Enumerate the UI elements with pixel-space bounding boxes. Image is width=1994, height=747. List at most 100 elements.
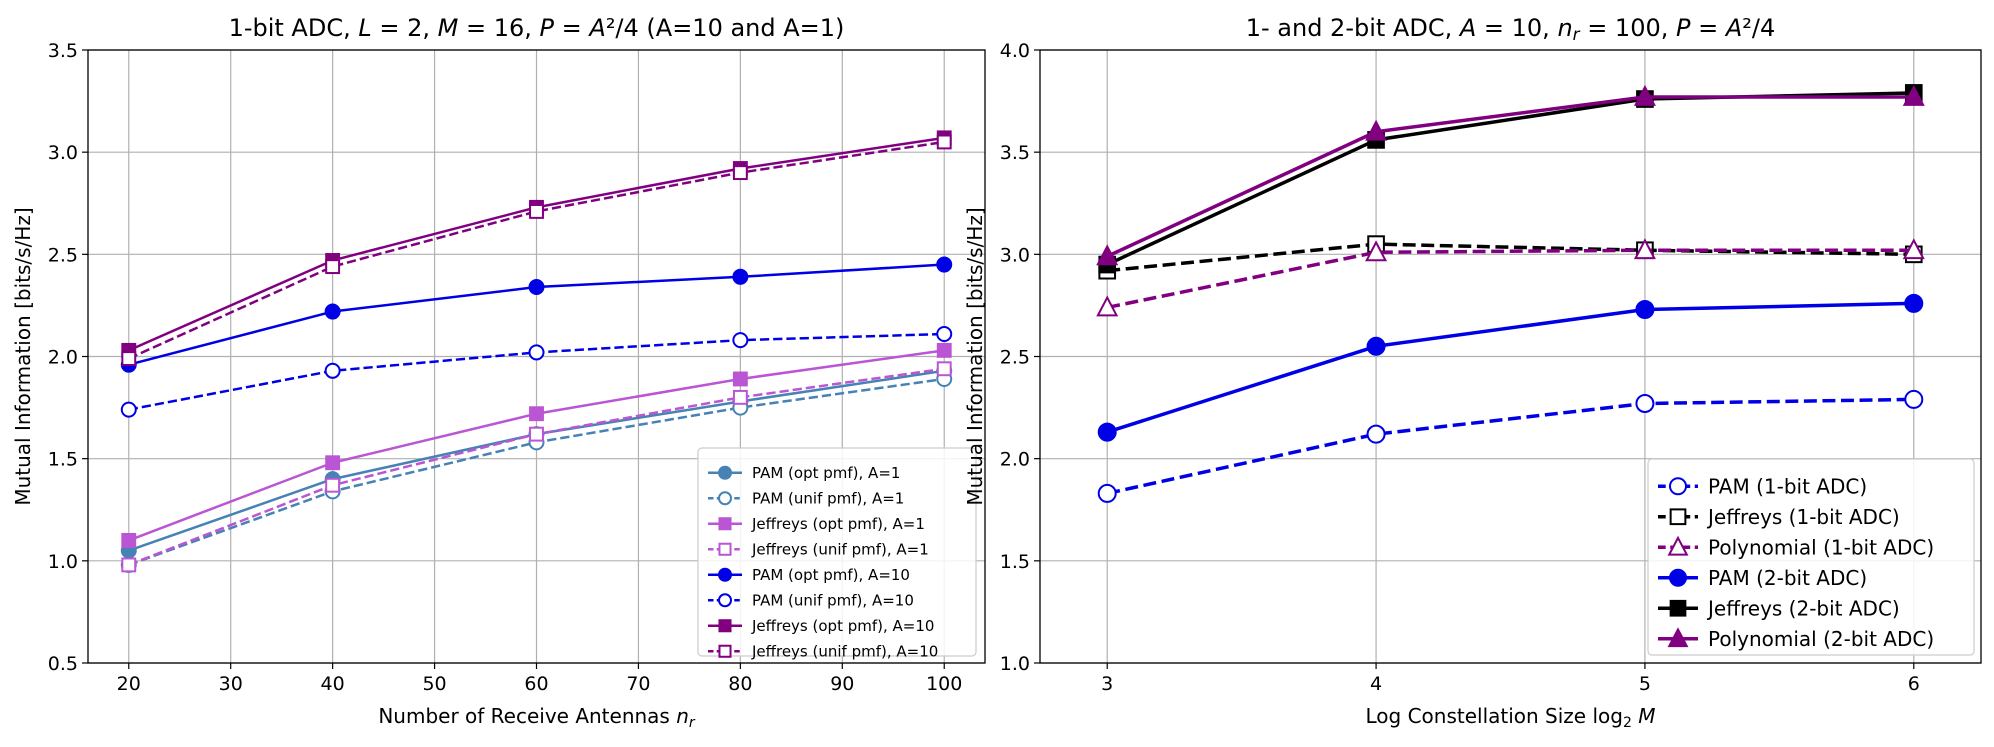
series-3 xyxy=(1096,238,1925,317)
legend-label: PAM (2-bit ADC) xyxy=(1708,566,1867,590)
data-point xyxy=(1902,238,1925,260)
legend-label: Polynomial (1-bit ADC) xyxy=(1708,535,1934,559)
chart-title: 1-bit ADC, L = 2, M = 16, P = A²/4 (A=10… xyxy=(229,14,845,42)
legend-label: Polynomial (2-bit ADC) xyxy=(1708,627,1934,651)
series-2 xyxy=(1098,235,1923,280)
x-tick-label: 6 xyxy=(1908,673,1920,695)
legend-label: Jeffreys (unif pmf), A=10 xyxy=(751,642,938,660)
data-point xyxy=(528,279,545,296)
legend-marker xyxy=(1669,508,1687,526)
series-line xyxy=(1106,397,1914,496)
data-point xyxy=(1365,240,1388,262)
legend-label: Jeffreys (opt pmf), A=10 xyxy=(751,617,934,635)
data-point xyxy=(121,557,137,573)
legend: PAM (1-bit ADC) Jeffreys (1-bit ADC) Polyn… xyxy=(1647,458,1975,656)
legend-marker xyxy=(1667,535,1689,556)
y-tick-label: 3.0 xyxy=(48,142,78,164)
legend-label: PAM (unif pmf), A=1 xyxy=(752,489,904,507)
data-point xyxy=(528,344,545,361)
y-tick-label: 2.0 xyxy=(1000,449,1030,471)
data-point xyxy=(529,426,544,442)
data-point xyxy=(121,351,137,366)
data-point xyxy=(1365,119,1388,141)
data-point xyxy=(529,406,544,422)
data-point xyxy=(324,303,341,320)
data-point xyxy=(121,532,137,548)
series-4 xyxy=(1097,293,1924,442)
y-tick-label: 1.0 xyxy=(48,551,78,573)
series-4 xyxy=(121,361,952,573)
legend-marker xyxy=(1669,568,1687,587)
x-tick-label: 40 xyxy=(321,673,345,695)
series-6 xyxy=(1096,84,1925,266)
x-tick-label: 70 xyxy=(626,673,650,695)
data-point xyxy=(936,256,953,273)
legend-marker xyxy=(718,619,732,633)
y-tick-label: 1.0 xyxy=(1000,653,1030,675)
chart-1: 20 30 40 50 60 70 80 90 100 0.5 1.0 1.5 2.0 2.5 3.0 3.5… xyxy=(11,14,986,731)
data-point xyxy=(1096,244,1119,266)
data-point xyxy=(120,401,137,418)
x-tick-label: 50 xyxy=(422,673,446,695)
legend-label: Jeffreys (opt pmf), A=1 xyxy=(751,515,925,533)
y-tick-label: 3.0 xyxy=(1000,244,1030,266)
series-line xyxy=(1106,91,1914,267)
data-point xyxy=(936,326,953,343)
legend-label: Jeffreys (unif pmf), A=1 xyxy=(751,540,929,558)
data-point xyxy=(1096,295,1119,317)
data-point xyxy=(732,389,748,405)
legend-marker xyxy=(718,517,732,531)
legend-marker xyxy=(718,567,732,582)
data-point xyxy=(1635,393,1655,413)
y-tick-label: 3.5 xyxy=(48,40,78,62)
data-point xyxy=(732,371,748,387)
legend-marker xyxy=(718,644,732,658)
data-point xyxy=(325,455,341,471)
data-point xyxy=(1366,424,1386,444)
legend-marker xyxy=(1669,477,1687,496)
x-tick-label: 4 xyxy=(1370,673,1382,695)
y-tick-label: 1.5 xyxy=(1000,551,1030,573)
data-point xyxy=(1902,84,1925,106)
series-3 xyxy=(121,342,952,548)
x-tick-label: 80 xyxy=(728,673,752,695)
series-8 xyxy=(121,134,952,366)
x-tick-label: 100 xyxy=(926,673,962,695)
y-tick-label: 2.5 xyxy=(48,244,78,266)
y-tick-label: 1.5 xyxy=(48,449,78,471)
legend-marker xyxy=(718,593,732,608)
legend-marker xyxy=(718,542,732,556)
series-line xyxy=(1107,242,1914,273)
chart-2: 3 4 5 6 1.0 1.5 2.0 2.5 3.0 3.5 4.0 1- and 2-bit AD… xyxy=(963,14,1982,731)
data-point xyxy=(1635,300,1655,320)
legend: PAM (opt pmf), A=1 PAM (unif pmf), A=1 Jef… xyxy=(697,447,977,660)
x-tick-label: 3 xyxy=(1101,673,1113,695)
series-1 xyxy=(1097,389,1924,503)
legend-marker xyxy=(1669,599,1687,617)
data-point xyxy=(1633,84,1656,106)
data-point xyxy=(1097,422,1117,442)
series-line xyxy=(1106,248,1914,310)
legend-marker xyxy=(1667,627,1689,648)
data-point xyxy=(324,362,341,379)
x-axis-label: Number of Receive Antennas nr xyxy=(378,704,696,731)
legend-box xyxy=(697,447,977,657)
data-point xyxy=(1904,389,1924,409)
x-tick-label: 60 xyxy=(524,673,548,695)
x-tick-label: 90 xyxy=(830,673,854,695)
series-line xyxy=(128,140,945,360)
y-tick-label: 3.5 xyxy=(1000,142,1030,164)
data-point xyxy=(325,477,341,493)
series-line xyxy=(1106,95,1914,258)
data-point xyxy=(732,332,749,349)
x-tick-label: 5 xyxy=(1639,673,1651,695)
legend-label: PAM (opt pmf), A=1 xyxy=(752,464,900,482)
series-6 xyxy=(120,326,953,418)
y-tick-label: 0.5 xyxy=(48,653,78,675)
y-tick-label: 4.0 xyxy=(1000,40,1030,62)
data-point xyxy=(1633,238,1656,260)
legend-label: PAM (1-bit ADC) xyxy=(1708,474,1867,498)
y-tick-label: 2.5 xyxy=(1000,347,1030,369)
series-5 xyxy=(120,256,953,373)
